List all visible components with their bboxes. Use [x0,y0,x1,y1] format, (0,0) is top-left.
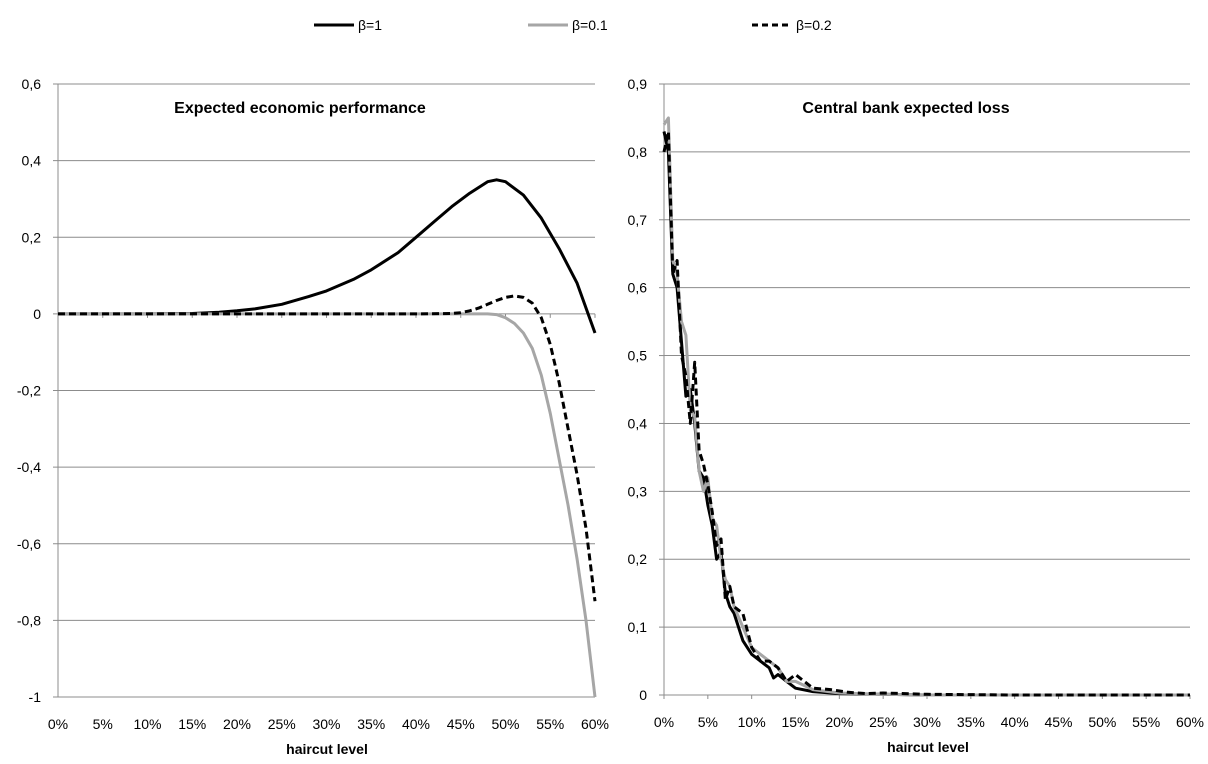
y-tick-label: -0,4 [17,459,41,475]
series-line [662,116,1190,697]
x-tick-label: 60% [1176,714,1204,730]
x-tick-label: 30% [913,714,941,730]
legend: β=1 β=0.1 β=0.2 [314,17,832,33]
legend-item: β=1 [314,17,382,33]
x-axis-label: haircut level [286,741,368,757]
y-tick-label: 0,2 [628,551,648,567]
x-tick-label: 35% [357,716,385,732]
legend-label: β=1 [358,17,382,33]
x-tick-label: 40% [1001,714,1029,730]
x-tick-label: 15% [781,714,809,730]
chart-panel-2: 0,9 0,8 0,7 0,6 0,5 0,4 0,3 0,2 0,1 0 0% 5% 10% 15% 20… [628,76,1204,755]
y-tick-label: 0,6 [22,76,42,92]
x-tick-label: 30% [312,716,340,732]
series-line [58,312,597,698]
y-tick-label: 0 [33,306,41,322]
x-tick-label: 20% [825,714,853,730]
y-tick-label: -1 [29,689,42,705]
y-tick-label: 0,6 [628,280,648,296]
y-tick-label: 0,4 [22,153,42,169]
series-line [662,130,1190,697]
x-tick-label: 25% [869,714,897,730]
y-tick-label: -0,2 [17,383,41,399]
x-tick-label: 10% [738,714,766,730]
y-tick-label: 0,4 [628,415,648,431]
x-tick-label: 25% [268,716,296,732]
x-tick-label: 60% [581,716,609,732]
series-line [662,131,1190,697]
y-tick-label: 0,7 [628,212,648,228]
x-tick-label: 50% [491,716,519,732]
series-line [58,294,597,602]
x-tick-label: 0% [48,716,68,732]
y-tick-label: 0,9 [628,76,648,92]
chart-panel-1: 0,6 0,4 0,2 0 -0,2 -0,4 -0,6 -0,8 -1 0% 5% 10% 15% 20… [17,76,609,757]
chart-panels: 0,6 0,4 0,2 0 -0,2 -0,4 -0,6 -0,8 -1 0% 5% 10% 15% 20… [17,76,1204,757]
legend-item: β=0.2 [752,17,832,33]
y-tick-label: 0,3 [628,483,648,499]
x-tick-label: 0% [654,714,674,730]
legend-label: β=0.2 [796,17,832,33]
y-tick-label: 0,2 [22,229,42,245]
x-tick-label: 55% [536,716,564,732]
x-tick-label: 10% [133,716,161,732]
chart-title: Expected economic performance [174,100,426,117]
y-tick-label: -0,8 [17,612,41,628]
legend-item: β=0.1 [528,17,608,33]
x-tick-label: 40% [402,716,430,732]
y-tick-label: 0,5 [628,348,648,364]
series-line [58,178,597,334]
y-tick-label: 0 [639,687,647,703]
chart-title: Central bank expected loss [802,100,1009,117]
x-tick-label: 35% [957,714,985,730]
x-tick-label: 50% [1088,714,1116,730]
y-tick-label: 0,1 [628,619,648,635]
x-tick-label: 55% [1132,714,1160,730]
x-tick-label: 45% [447,716,475,732]
y-tick-label: 0,8 [628,144,648,160]
x-tick-label: 45% [1044,714,1072,730]
x-axis-label: haircut level [887,739,969,755]
x-tick-label: 5% [93,716,113,732]
legend-label: β=0.1 [572,17,608,33]
y-tick-label: -0,6 [17,536,41,552]
x-tick-label: 15% [178,716,206,732]
x-tick-label: 5% [698,714,718,730]
x-tick-label: 20% [223,716,251,732]
